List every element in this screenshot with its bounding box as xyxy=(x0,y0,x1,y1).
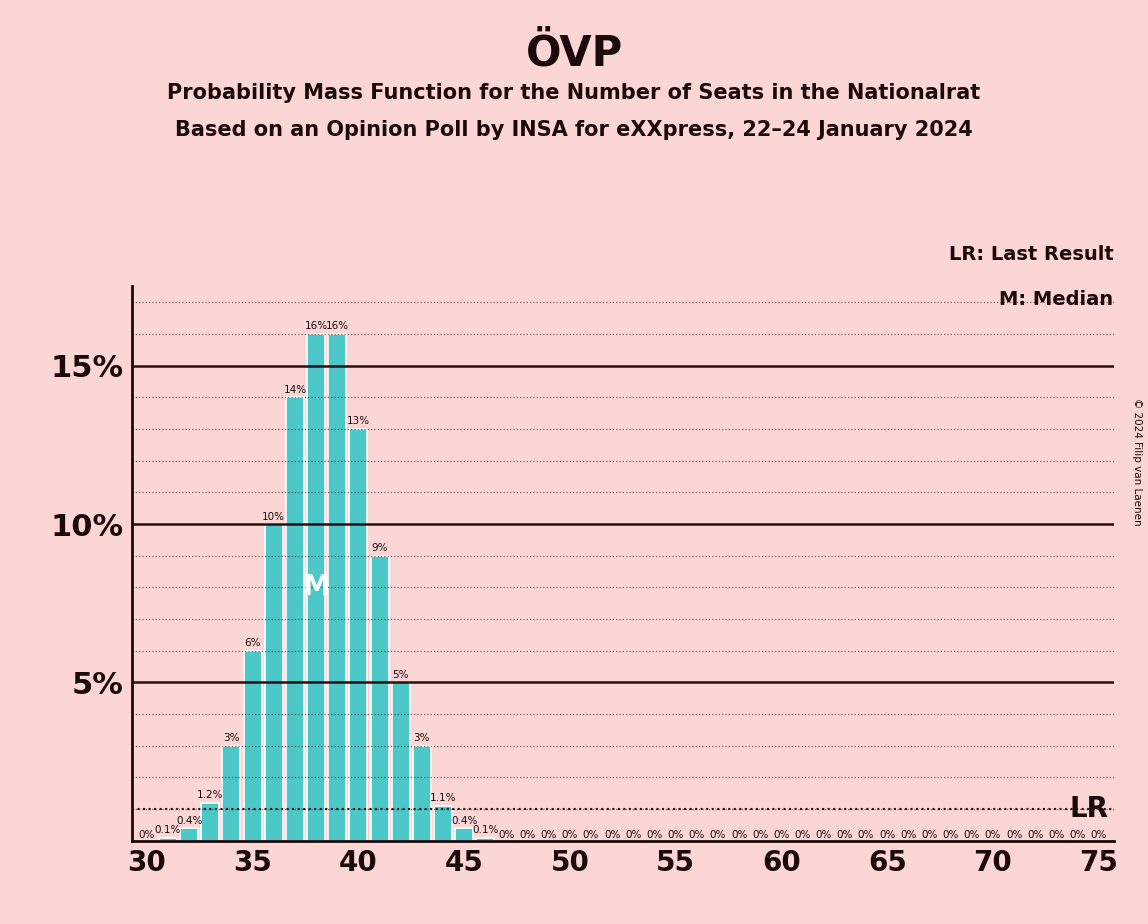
Text: 0%: 0% xyxy=(709,830,727,840)
Text: 13%: 13% xyxy=(347,417,370,427)
Text: M: Median: M: Median xyxy=(1000,289,1114,309)
Text: Probability Mass Function for the Number of Seats in the Nationalrat: Probability Mass Function for the Number… xyxy=(168,83,980,103)
Text: 0%: 0% xyxy=(815,830,832,840)
Bar xyxy=(371,555,388,841)
Text: 3%: 3% xyxy=(413,734,430,743)
Text: 16%: 16% xyxy=(304,322,327,332)
Text: LR: Last Result: LR: Last Result xyxy=(948,245,1114,264)
Text: ÖVP: ÖVP xyxy=(526,32,622,74)
Bar xyxy=(349,429,367,841)
Bar xyxy=(391,683,410,841)
Text: © 2024 Filip van Laenen: © 2024 Filip van Laenen xyxy=(1132,398,1142,526)
Text: M: M xyxy=(302,574,329,602)
Text: 0.4%: 0.4% xyxy=(176,816,202,826)
Text: 0%: 0% xyxy=(541,830,557,840)
Text: 0%: 0% xyxy=(794,830,810,840)
Text: 0%: 0% xyxy=(139,830,155,840)
Text: 1.2%: 1.2% xyxy=(197,790,224,800)
Text: 6%: 6% xyxy=(245,638,261,649)
Text: 0%: 0% xyxy=(774,830,790,840)
Text: 0%: 0% xyxy=(985,830,1001,840)
Text: 0%: 0% xyxy=(646,830,662,840)
Text: 3%: 3% xyxy=(223,734,240,743)
Text: 0%: 0% xyxy=(943,830,959,840)
Bar xyxy=(455,828,473,841)
Bar xyxy=(476,838,495,841)
Text: 14%: 14% xyxy=(284,384,307,395)
Text: 0%: 0% xyxy=(858,830,875,840)
Text: LR: LR xyxy=(1070,796,1109,823)
Text: 0%: 0% xyxy=(1091,830,1107,840)
Text: 0%: 0% xyxy=(689,830,705,840)
Text: 0%: 0% xyxy=(1027,830,1044,840)
Text: 9%: 9% xyxy=(371,543,388,553)
Text: 0%: 0% xyxy=(667,830,684,840)
Text: 0%: 0% xyxy=(498,830,514,840)
Text: 0%: 0% xyxy=(879,830,895,840)
Bar xyxy=(158,838,177,841)
Text: 5%: 5% xyxy=(393,670,409,680)
Text: 1.1%: 1.1% xyxy=(429,794,456,804)
Bar xyxy=(265,524,282,841)
Text: 10%: 10% xyxy=(262,512,285,521)
Text: 16%: 16% xyxy=(326,322,349,332)
Bar xyxy=(413,746,430,841)
Bar xyxy=(243,650,262,841)
Text: 0%: 0% xyxy=(626,830,642,840)
Text: 0%: 0% xyxy=(1006,830,1023,840)
Bar xyxy=(223,746,240,841)
Text: 0.1%: 0.1% xyxy=(155,825,181,835)
Text: 0.4%: 0.4% xyxy=(451,816,478,826)
Text: 0%: 0% xyxy=(900,830,916,840)
Text: 0.1%: 0.1% xyxy=(472,825,498,835)
Text: 0%: 0% xyxy=(604,830,620,840)
Bar xyxy=(286,397,304,841)
Text: 0%: 0% xyxy=(519,830,536,840)
Bar xyxy=(434,806,452,841)
Text: 0%: 0% xyxy=(922,830,938,840)
Text: 0%: 0% xyxy=(1048,830,1064,840)
Bar xyxy=(201,803,219,841)
Text: Based on an Opinion Poll by INSA for eXXpress, 22–24 January 2024: Based on an Opinion Poll by INSA for eXX… xyxy=(176,120,972,140)
Bar xyxy=(180,828,199,841)
Text: 0%: 0% xyxy=(963,830,980,840)
Text: 0%: 0% xyxy=(1070,830,1086,840)
Text: 0%: 0% xyxy=(561,830,579,840)
Text: 0%: 0% xyxy=(731,830,747,840)
Text: 0%: 0% xyxy=(752,830,768,840)
Bar xyxy=(307,334,325,841)
Text: 0%: 0% xyxy=(583,830,599,840)
Bar xyxy=(328,334,347,841)
Text: 0%: 0% xyxy=(837,830,853,840)
